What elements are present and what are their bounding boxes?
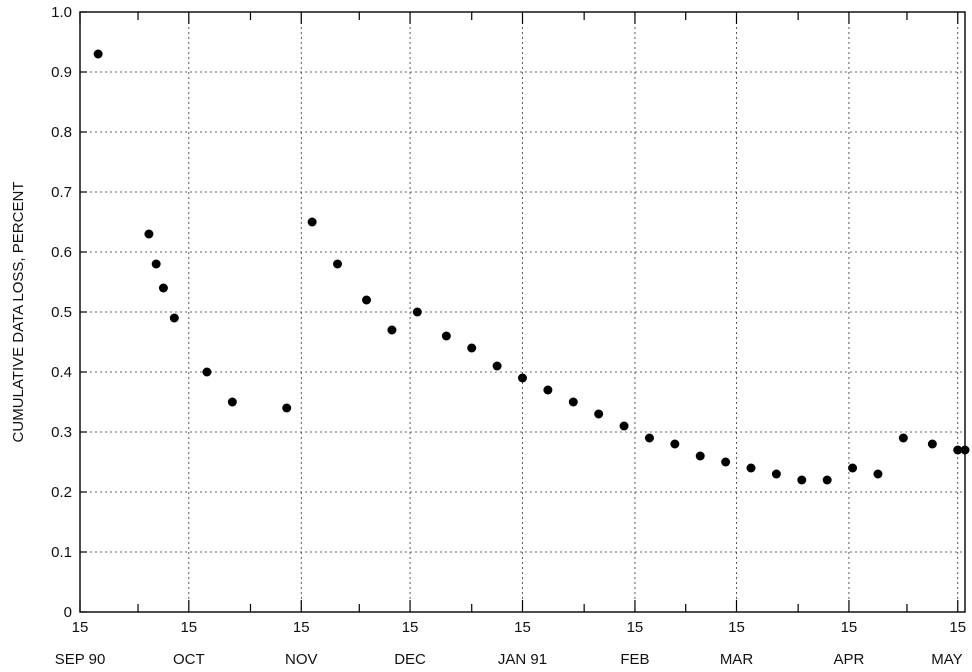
data-point bbox=[202, 367, 212, 377]
data-point bbox=[93, 49, 103, 59]
x-tick-day-label: 15 bbox=[627, 619, 644, 636]
data-point bbox=[797, 475, 807, 485]
x-tick-day-label: 15 bbox=[841, 619, 858, 636]
data-point bbox=[953, 445, 963, 455]
data-point bbox=[927, 439, 937, 449]
x-tick-month-label: MAR bbox=[720, 651, 754, 668]
data-point bbox=[644, 433, 654, 443]
data-point bbox=[467, 343, 477, 353]
data-point bbox=[695, 451, 705, 461]
data-point bbox=[746, 463, 756, 473]
data-point bbox=[960, 445, 970, 455]
data-point bbox=[822, 475, 832, 485]
y-tick-label: 1.0 bbox=[51, 4, 72, 21]
data-point bbox=[670, 439, 680, 449]
data-point bbox=[518, 373, 527, 383]
y-tick-label: 0.4 bbox=[51, 364, 72, 381]
data-point bbox=[492, 361, 502, 371]
x-tick-month-label: MAY bbox=[931, 651, 962, 668]
data-point bbox=[848, 463, 858, 473]
data-point bbox=[721, 457, 731, 467]
y-tick-label: 0.2 bbox=[51, 484, 72, 501]
data-point bbox=[307, 217, 317, 227]
y-tick-label: 0.3 bbox=[51, 424, 72, 441]
data-point bbox=[151, 259, 161, 269]
x-tick-month-label: FEB bbox=[620, 651, 649, 668]
y-tick-label: 0.6 bbox=[51, 244, 72, 261]
grid-layer bbox=[80, 12, 965, 612]
data-point bbox=[568, 397, 578, 407]
y-tick-label: 0 bbox=[64, 604, 72, 621]
data-point bbox=[441, 331, 451, 341]
x-tick-day-label: 15 bbox=[72, 619, 89, 636]
y-tick-label: 0.5 bbox=[51, 304, 72, 321]
data-point bbox=[169, 313, 179, 323]
data-point bbox=[387, 325, 397, 335]
x-tick-day-label: 15 bbox=[402, 619, 419, 636]
x-tick-day-label: 15 bbox=[728, 619, 745, 636]
x-tick-month-label: NOV bbox=[285, 651, 318, 668]
data-point bbox=[619, 421, 629, 431]
x-tick-month-label: APR bbox=[834, 651, 865, 668]
data-point bbox=[771, 469, 781, 479]
data-point bbox=[282, 403, 292, 413]
data-point bbox=[362, 295, 372, 305]
x-tick-month-label: JAN 91 bbox=[498, 651, 547, 668]
data-point bbox=[543, 385, 553, 395]
y-tick-label: 0.1 bbox=[51, 544, 72, 561]
y-axis-title: CUMULATIVE DATA LOSS, PERCENT bbox=[10, 182, 27, 443]
y-tick-label: 0.7 bbox=[51, 184, 72, 201]
y-tick-label: 0.8 bbox=[51, 124, 72, 141]
data-point bbox=[873, 469, 883, 479]
data-point bbox=[144, 229, 154, 239]
data-point bbox=[227, 397, 237, 407]
y-tick-label: 0.9 bbox=[51, 64, 72, 81]
x-tick-day-label: 15 bbox=[514, 619, 531, 636]
data-point bbox=[898, 433, 908, 443]
x-tick-day-label: 15 bbox=[180, 619, 197, 636]
data-point bbox=[158, 283, 168, 293]
y-tick-labels: 0 0.1 0.2 0.3 0.4 0.5 0.6 0.7 0.8 0.9 1.0 bbox=[51, 4, 72, 621]
x-tick-day-label: 15 bbox=[949, 619, 966, 636]
data-point bbox=[594, 409, 604, 419]
x-tick-month-label: SEP 90 bbox=[55, 651, 106, 668]
data-point bbox=[412, 307, 422, 317]
x-tick-labels: 15 SEP 90 15 OCT 15 NOV 15 DEC 15 JAN 91 15 FEB 15 MA… bbox=[55, 619, 966, 668]
tick-layer bbox=[79, 11, 959, 613]
data-points bbox=[93, 49, 970, 485]
x-tick-day-label: 15 bbox=[293, 619, 310, 636]
x-tick-month-label: DEC bbox=[394, 651, 426, 668]
data-point bbox=[333, 259, 343, 269]
x-tick-month-label: OCT bbox=[173, 651, 205, 668]
